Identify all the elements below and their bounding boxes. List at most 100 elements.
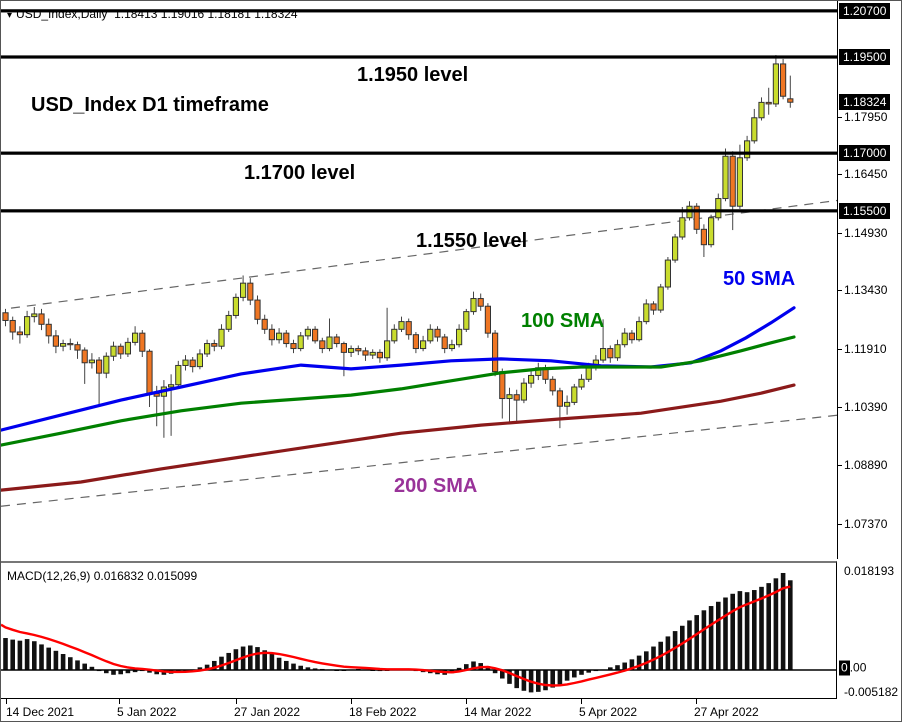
- 50-sma-line: [1, 306, 796, 432]
- date-label[interactable]: 5 Jan 2022: [117, 705, 177, 719]
- bear-candle: [81, 349, 88, 364]
- price-chart-panel[interactable]: 1.1950 level USD_Index D1 timeframe 1.1700…: [1, 1, 838, 559]
- bull-candle: [110, 345, 117, 357]
- date-label[interactable]: 27 Jan 2022: [234, 705, 301, 719]
- level-price-badge: 1.17000: [839, 145, 891, 161]
- bear-candle: [729, 155, 736, 207]
- level-line-1.195[interactable]: [1, 55, 837, 59]
- bull-candle: [614, 344, 621, 359]
- date-label[interactable]: 5 Apr 2022: [579, 705, 638, 719]
- date-label[interactable]: 27 Apr 2022: [694, 705, 759, 719]
- macd-histogram-bar: [204, 664, 210, 670]
- price-chart-canvas[interactable]: 1.1950 level USD_Index D1 timeframe 1.1700…: [1, 1, 837, 559]
- level-price-badge: 1.15500: [839, 203, 891, 219]
- macd-histogram-bar: [10, 639, 15, 670]
- bull-candle: [218, 328, 225, 347]
- bull-candle: [384, 340, 391, 359]
- macd-histogram-bar: [46, 647, 51, 670]
- bear-candle: [2, 312, 9, 321]
- annotation-100-sma: 100 SMA: [521, 310, 604, 332]
- bull-candle: [448, 344, 455, 350]
- date-tick: [696, 699, 697, 704]
- macd-histogram-bar: [723, 597, 728, 670]
- level-price-badge: 1.19500: [839, 49, 891, 65]
- annotation-50-sma: 50 SMA: [723, 268, 795, 290]
- macd-histogram-bar: [291, 663, 296, 670]
- bull-candle: [506, 394, 513, 400]
- price-axis-label: 1.17950: [838, 110, 887, 124]
- macd-panel[interactable]: [1, 561, 837, 699]
- bear-candle: [484, 305, 491, 334]
- price-axis-label: 1.14930: [838, 226, 887, 240]
- axis-tick: [838, 233, 842, 234]
- macd-histogram-bar: [82, 663, 87, 670]
- macd-histogram-bar: [507, 670, 512, 684]
- macd-histogram-bar: [557, 670, 563, 685]
- bull-candle: [744, 140, 751, 159]
- bear-candle: [312, 328, 319, 342]
- bull-candle: [124, 341, 132, 355]
- macd-histogram-bar: [39, 644, 44, 670]
- bull-candle: [672, 236, 679, 261]
- date-label[interactable]: 14 Dec 2021: [6, 705, 75, 719]
- bull-candle: [679, 217, 686, 238]
- macd-histogram-bar: [694, 615, 699, 670]
- macd-histogram-bar: [788, 580, 793, 670]
- bear-candle: [405, 321, 412, 336]
- macd-histogram-bar: [53, 650, 59, 670]
- bull-candle: [636, 321, 643, 341]
- macd-zero-badge-box: 0: [839, 660, 850, 676]
- bull-candle: [240, 282, 247, 298]
- macd-histogram-bar: [298, 665, 303, 670]
- bear-candle: [139, 332, 146, 352]
- bear-candle: [780, 63, 787, 97]
- bull-candle: [571, 386, 578, 403]
- bull-candle: [175, 364, 182, 386]
- bull-candle: [758, 101, 765, 119]
- annotation-usd-index-d1-timeframe: USD_Index D1 timeframe: [31, 94, 269, 116]
- price-axis-label: 1.11910: [838, 342, 887, 356]
- macd-histogram-bar: [687, 620, 692, 670]
- bear-candle: [650, 303, 657, 311]
- price-axis[interactable]: 1.17950 1.16450 1.14930 1.13430 1.11910 1.103…: [838, 1, 901, 721]
- bull-candle: [420, 340, 427, 350]
- bear-candle: [45, 323, 52, 337]
- current-price-badge: 1.18324: [839, 94, 891, 110]
- bull-candle: [297, 335, 304, 350]
- macd-histogram-bar: [32, 641, 37, 670]
- macd-histogram-bar: [780, 572, 786, 670]
- bear-candle: [268, 328, 275, 341]
- macd-histogram-bar: [60, 654, 66, 670]
- date-label[interactable]: 14 Mar 2022: [464, 705, 532, 719]
- bull-candle: [391, 328, 398, 342]
- level-line-1.155[interactable]: [1, 209, 837, 213]
- bear-candle: [513, 394, 520, 401]
- macd-histogram-bar: [3, 638, 8, 670]
- bear-candle: [549, 378, 556, 392]
- macd-histogram-bar: [759, 586, 764, 670]
- symbol-marker-icon[interactable]: ▾: [7, 10, 13, 21]
- macd-axis-label: 0.018193: [844, 564, 895, 579]
- macd-histogram-bar: [111, 670, 116, 675]
- macd-histogram-bar: [17, 640, 23, 670]
- level-line-1.17[interactable]: [1, 151, 837, 155]
- 100-sma-line: [1, 335, 796, 447]
- macd-histogram-bar: [543, 670, 548, 691]
- axis-tick: [838, 174, 842, 175]
- bull-candle: [621, 332, 628, 346]
- bear-candle: [700, 228, 707, 246]
- symbol-ohlc-header: ▾ USD_Index,Daily 1.18413 1.19016 1.18181…: [7, 7, 298, 21]
- macd-histogram-bar: [255, 647, 260, 670]
- date-axis[interactable]: 14 Dec 2021 5 Jan 2022 27 Jan 2022 18 Feb 2…: [1, 699, 901, 721]
- macd-indicator-header: MACD(12,26,9) 0.016832 0.015099: [7, 569, 198, 583]
- bear-candle: [355, 348, 362, 352]
- macd-histogram-bar: [312, 668, 318, 670]
- bull-candle: [31, 313, 38, 318]
- level-price-badge: 1.20700: [839, 3, 891, 19]
- macd-histogram-bar: [644, 651, 649, 670]
- bull-candle: [600, 348, 607, 361]
- bull-candle: [427, 328, 434, 342]
- date-label[interactable]: 18 Feb 2022: [349, 705, 417, 719]
- level-line-1.207[interactable]: [1, 9, 837, 13]
- macd-canvas[interactable]: [1, 563, 836, 698]
